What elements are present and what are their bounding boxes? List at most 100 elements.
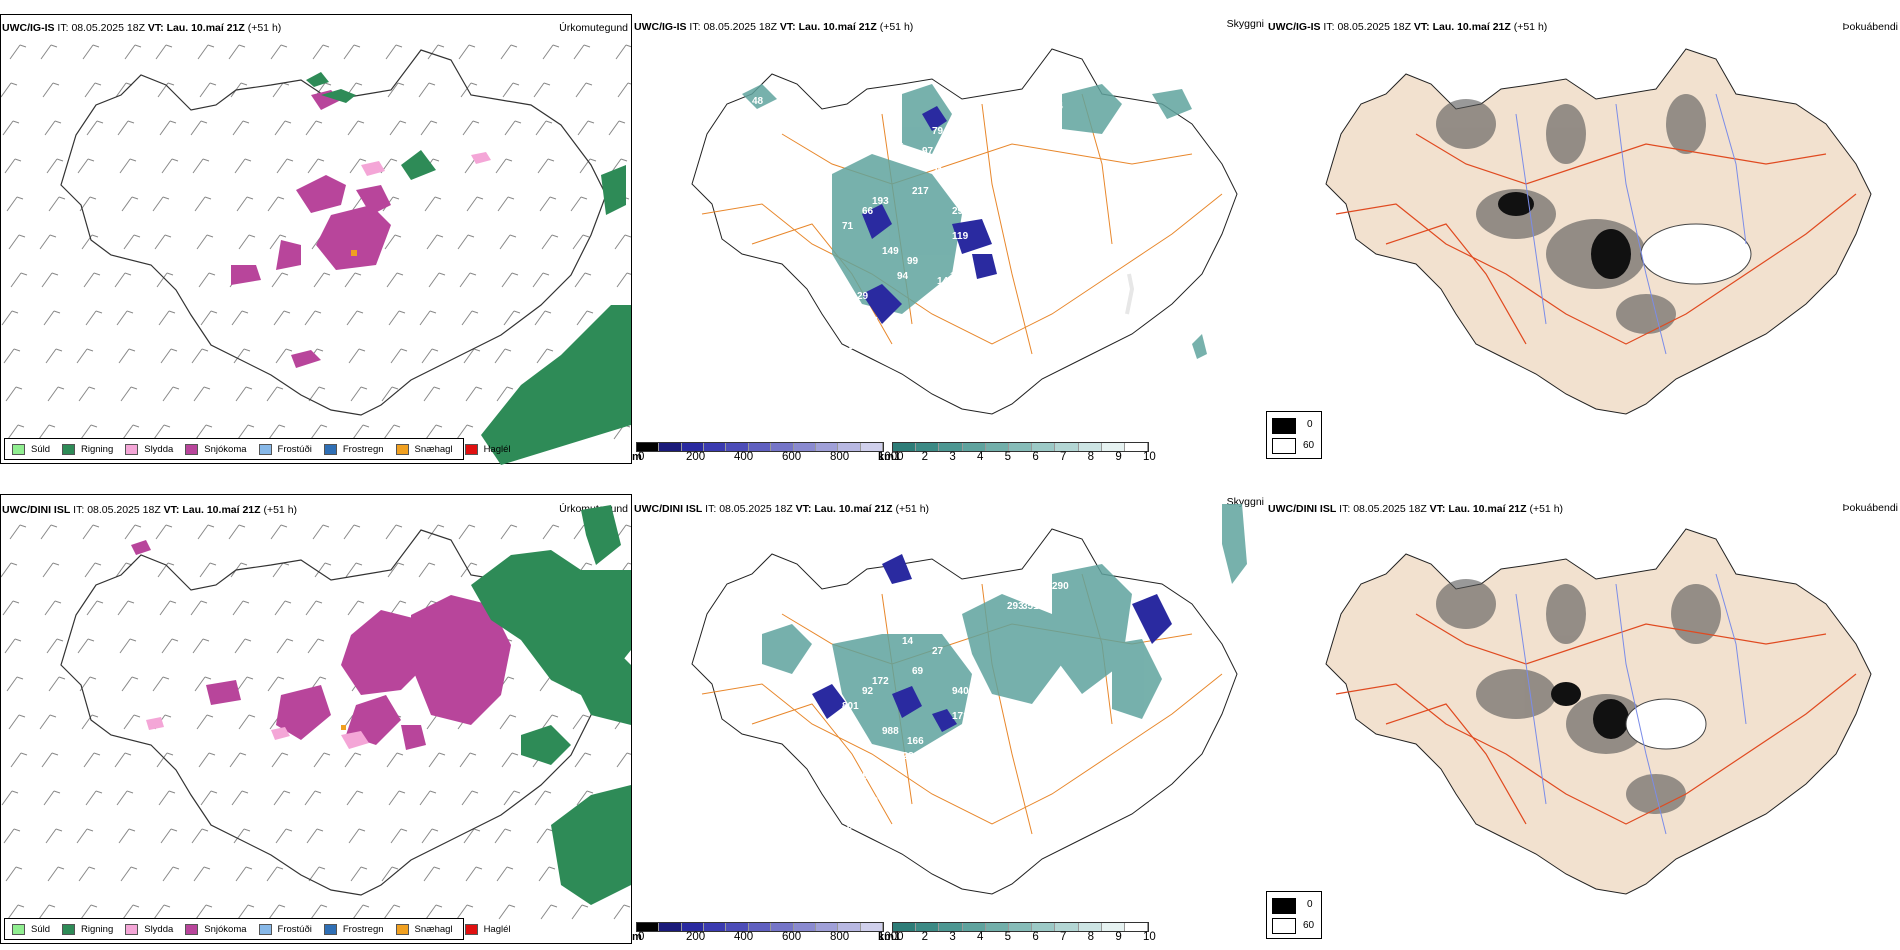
wind-barb xyxy=(119,158,131,174)
panel-header: UWC/DINI ISL IT: 08.05.2025 18Z VT: Lau.… xyxy=(1268,503,1564,515)
wind-barb-feather xyxy=(53,790,61,794)
fog-panel-2: UWC/DINI ISL IT: 08.05.2025 18Z VT: Lau.… xyxy=(1266,494,1900,944)
wind-barb-feather xyxy=(475,386,483,390)
wind-barb xyxy=(236,196,248,212)
colorbar-segment xyxy=(637,443,660,451)
colorbar-segment xyxy=(1008,443,1033,451)
panel-title: Þokuábendi xyxy=(1842,502,1898,514)
wind-barb xyxy=(2,120,14,136)
wind-barb-feather xyxy=(625,44,631,48)
wind-barb-feather xyxy=(391,386,399,390)
wind-barb-feather xyxy=(18,234,26,238)
wind-barb xyxy=(271,272,283,288)
wind-barb xyxy=(198,272,210,288)
colorbar-tick: 0 xyxy=(638,931,645,943)
wind-barb-feather xyxy=(168,310,176,314)
colorbar-tick: 400 xyxy=(734,451,754,463)
wind-barb-feather xyxy=(206,714,214,718)
wind-barb-feather xyxy=(468,44,476,48)
wind-barb-feather xyxy=(238,524,246,528)
wind-barb-feather xyxy=(208,272,216,276)
wind-barb xyxy=(118,828,130,844)
wind-barb xyxy=(312,524,324,540)
wind-barb-feather xyxy=(241,790,249,794)
legend-item: Rigning xyxy=(62,443,113,455)
wind-barb xyxy=(191,348,203,364)
wind-barb xyxy=(346,790,358,806)
wind-barb-feather xyxy=(360,866,368,870)
wind-barb-feather xyxy=(438,272,446,276)
ceiling-label: 142 xyxy=(932,606,949,617)
wind-barb-feather xyxy=(132,424,140,428)
colorbar-segment xyxy=(1101,443,1125,451)
wind-barb xyxy=(390,348,402,364)
wind-barb-feather xyxy=(466,904,474,908)
fog-panel-1: UWC/IG-IS IT: 08.05.2025 18Z VT: Lau. 10… xyxy=(1266,14,1900,464)
ceiling-label: 81 xyxy=(892,136,904,147)
legend-swatch xyxy=(323,443,337,455)
legend-item: Slydda xyxy=(125,923,173,935)
ceiling-label: 14 xyxy=(867,316,879,327)
wind-barb-feather xyxy=(166,752,174,756)
wind-barb xyxy=(343,524,355,540)
wind-barb xyxy=(231,790,243,806)
wind-barb xyxy=(1,562,12,578)
wind-barb xyxy=(345,562,357,578)
ceiling-label: 212 xyxy=(932,166,949,177)
wind-barb-feather xyxy=(315,600,323,604)
wind-barb xyxy=(124,524,136,540)
wind-barb-feather xyxy=(91,714,99,718)
wind-barb xyxy=(495,158,507,174)
ceiling-label: 71 xyxy=(842,221,854,232)
wind-barb-feather xyxy=(52,82,60,86)
wind-barb-feather xyxy=(580,196,588,200)
legend-item: Haglél xyxy=(464,923,511,935)
wind-barb-feather xyxy=(362,904,370,908)
wind-barb-feather xyxy=(243,828,251,832)
ceiling-label: 97 xyxy=(892,616,904,627)
wind-barb-feather xyxy=(431,828,439,832)
colorbar-segment xyxy=(985,923,1009,931)
wind-barb xyxy=(347,120,359,136)
wind-barb xyxy=(233,828,245,844)
wind-barb-feather xyxy=(172,866,180,870)
legend-swatch xyxy=(395,443,409,455)
wind-barb xyxy=(1,310,13,326)
wind-barb xyxy=(350,386,362,402)
precip-legend: Súld Rigning Slydda Snjókoma Frostúði Frostre… xyxy=(4,918,511,940)
wind-barb-feather xyxy=(164,714,172,718)
wind-barb-feather xyxy=(511,272,519,276)
wind-barb xyxy=(1,790,13,806)
wind-barb xyxy=(575,82,587,98)
wind-barb-feather xyxy=(472,120,480,124)
wind-barb xyxy=(425,904,437,920)
wind-barb xyxy=(192,158,204,174)
wind-barb xyxy=(423,866,435,882)
wind-barb xyxy=(161,158,173,174)
wind-barb-feather xyxy=(471,310,479,314)
legend-label: Haglél xyxy=(483,923,511,935)
wind-barb xyxy=(38,904,50,920)
wind-barb-feather xyxy=(360,386,368,390)
wind-barb-feather xyxy=(276,866,284,870)
wind-barb xyxy=(388,310,400,326)
wind-barb xyxy=(155,44,167,60)
wind-barb xyxy=(153,424,165,440)
wind-barb xyxy=(572,714,584,730)
wind-barb-feather xyxy=(247,904,255,908)
wind-barb xyxy=(312,44,324,60)
ceiling-label: 97 xyxy=(922,146,934,157)
wind-barb-feather xyxy=(15,866,23,870)
wind-barb-feather xyxy=(13,348,21,352)
wind-barb-feather xyxy=(168,790,176,794)
wind-barb xyxy=(614,234,626,250)
wind-barb-feather xyxy=(584,272,592,276)
snow-areas xyxy=(131,540,511,750)
wind-barb xyxy=(418,82,430,98)
wind-barb xyxy=(235,866,247,882)
wind-barb xyxy=(275,348,287,364)
colorbar-tick: 5 xyxy=(1004,451,1012,463)
colorbar-segment xyxy=(860,923,883,931)
wind-barb xyxy=(310,904,322,920)
wind-barb xyxy=(350,866,362,882)
